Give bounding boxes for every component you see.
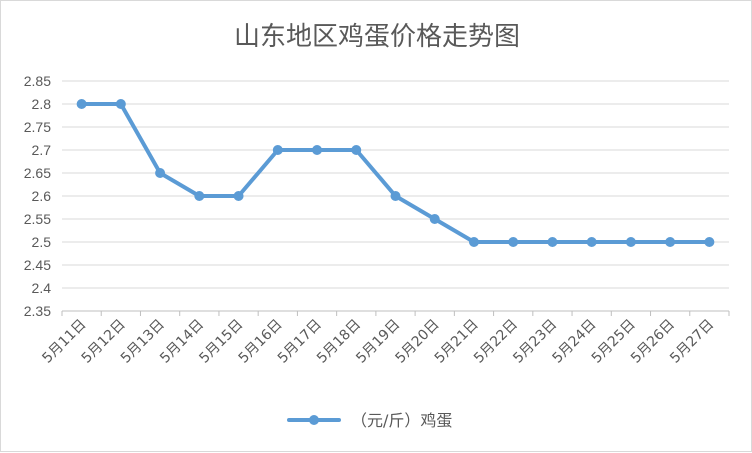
y-tick-label: 2.8 <box>32 96 52 112</box>
data-point <box>194 191 205 201</box>
data-point <box>155 168 166 178</box>
legend: （元/斤）鸡蛋 <box>287 411 452 430</box>
chart-title: 山东地区鸡蛋价格走势图 <box>234 22 520 52</box>
data-point <box>312 145 323 155</box>
y-tick-label: 2.35 <box>24 303 51 319</box>
data-point <box>390 191 401 201</box>
y-tick-label: 2.7 <box>32 142 52 158</box>
x-axis-ticks: 5月11日5月12日5月13日5月14日5月15日5月16日5月17日5月18日… <box>39 311 730 367</box>
data-point <box>76 99 87 109</box>
data-point <box>586 237 597 247</box>
data-point <box>351 145 362 155</box>
y-tick-label: 2.75 <box>24 119 51 135</box>
data-point <box>508 237 519 247</box>
data-point <box>115 99 126 109</box>
data-point <box>547 237 558 247</box>
y-tick-label: 2.85 <box>24 73 51 89</box>
legend-label: （元/斤）鸡蛋 <box>351 411 452 430</box>
data-point <box>272 145 283 155</box>
y-tick-label: 2.55 <box>24 211 51 227</box>
data-point <box>429 214 440 224</box>
series-group <box>76 99 715 247</box>
data-point <box>468 237 479 247</box>
y-tick-label: 2.45 <box>24 257 51 273</box>
data-point <box>665 237 676 247</box>
legend-swatch-marker <box>309 415 319 425</box>
data-point <box>625 237 636 247</box>
data-point <box>233 191 244 201</box>
y-tick-label: 2.65 <box>24 165 51 181</box>
y-tick-label: 2.6 <box>32 188 52 204</box>
x-tick-label: 5月27日 <box>667 317 717 367</box>
y-tick-label: 2.5 <box>32 234 52 250</box>
y-axis-ticks: 2.35 2.4 2.45 2.5 2.55 2.6 2.65 2.7 2.75 2.8 2.85 <box>24 73 51 319</box>
y-tick-label: 2.4 <box>32 280 52 296</box>
data-point <box>704 237 715 247</box>
